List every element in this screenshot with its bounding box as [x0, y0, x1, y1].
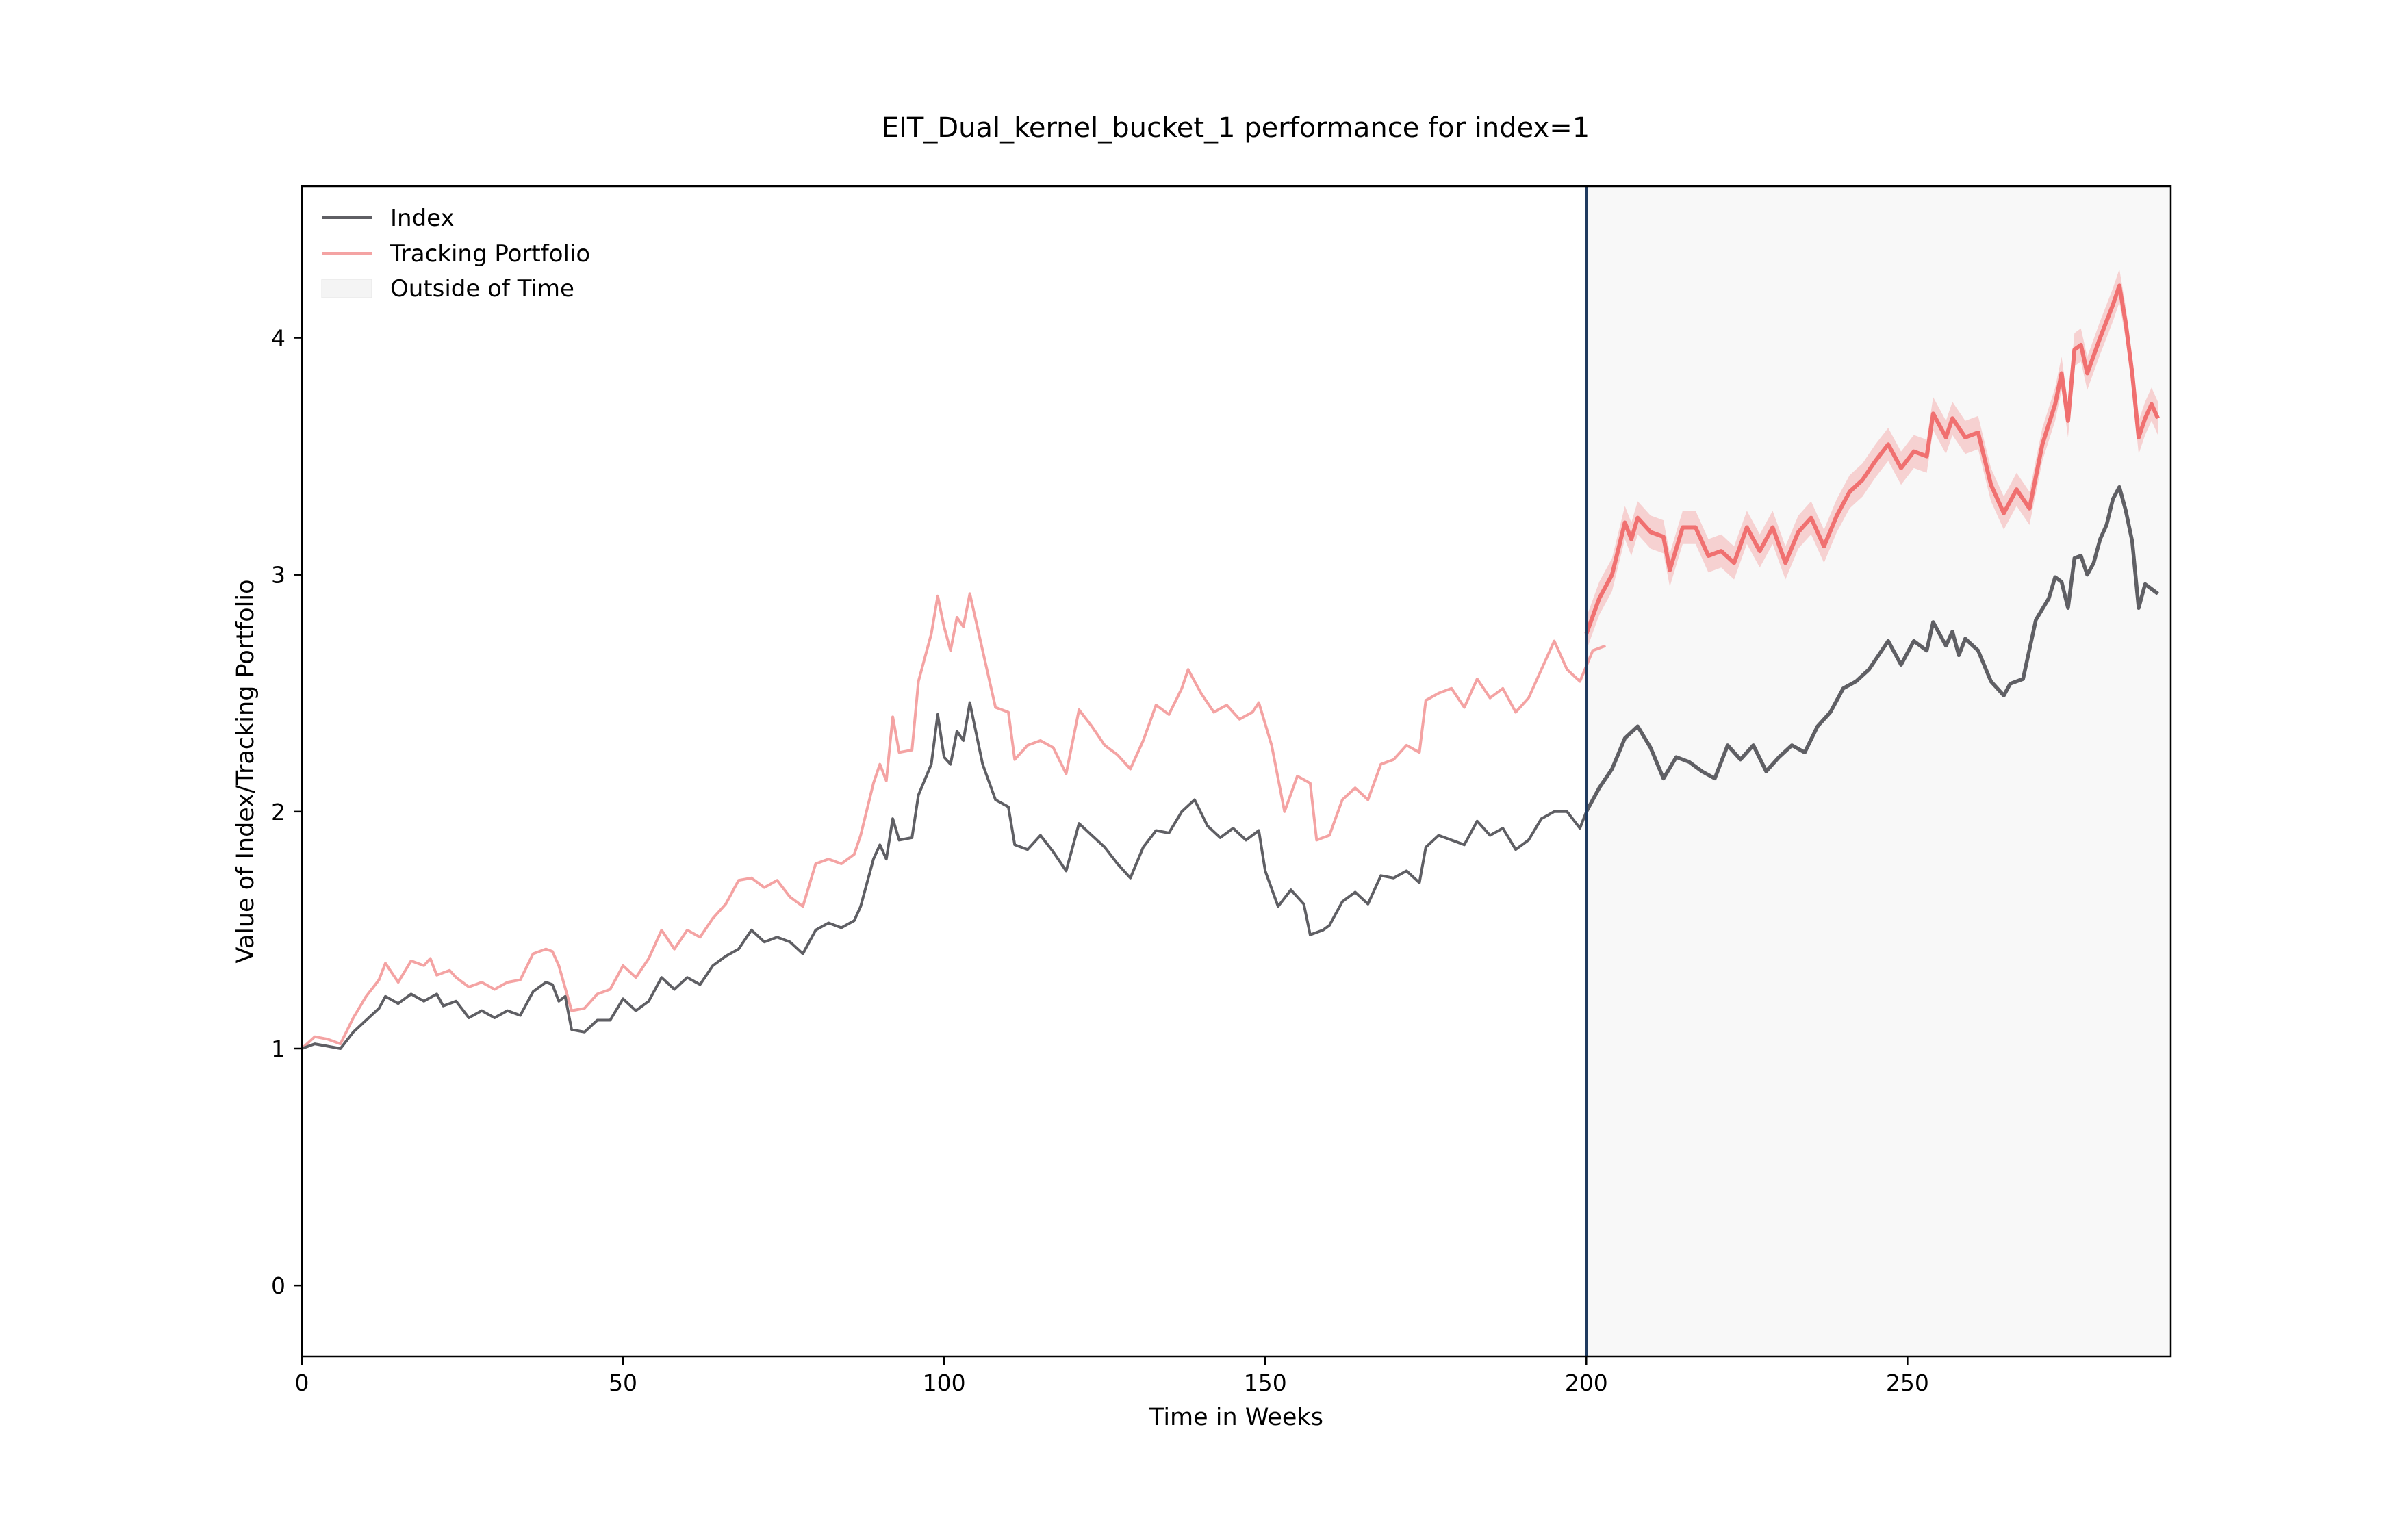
index-line	[301, 701, 1588, 1050]
y-tick-label: 4	[271, 325, 285, 352]
y-tick-label: 3	[271, 562, 285, 589]
y-tick-label: 0	[271, 1272, 285, 1299]
y-axis-label: Value of Index/Tracking Portfolio	[232, 579, 259, 963]
legend-outside-swatch	[321, 279, 372, 298]
legend: Index Tracking Portfolio Outside of Time	[321, 205, 590, 303]
legend-outside-label: Outside of Time	[390, 275, 574, 303]
series-layer	[301, 283, 2160, 1050]
chart-title: EIT_Dual_kernel_bucket_1 performance for…	[882, 112, 1590, 144]
x-tick-label: 200	[1565, 1370, 1608, 1396]
x-axis-label: Time in Weeks	[1149, 1404, 1323, 1431]
tracking-portfolio-band	[1586, 269, 2158, 651]
index-out-of-sample-line	[1584, 485, 2159, 813]
plot-frame	[301, 185, 2172, 1358]
legend-tracking-label: Tracking Portfolio	[390, 240, 590, 268]
legend-index-label: Index	[390, 205, 455, 232]
y-tick-label: 1	[271, 1036, 285, 1062]
x-tick-label: 150	[1244, 1370, 1287, 1396]
tracking-portfolio-out-of-sample-line	[1584, 283, 2160, 635]
y-axis-ticks: 0 1 2 3 4	[271, 325, 302, 1299]
y-tick-label: 2	[271, 799, 285, 825]
x-tick-label: 0	[295, 1370, 309, 1396]
x-axis-ticks: 0 50 100 150 200 250	[295, 1357, 1929, 1396]
x-tick-label: 100	[923, 1370, 966, 1396]
tracking-portfolio-line	[301, 592, 1607, 1050]
x-tick-label: 250	[1886, 1370, 1929, 1396]
x-tick-label: 50	[609, 1370, 637, 1396]
confidence-band-layer	[1586, 269, 2158, 651]
